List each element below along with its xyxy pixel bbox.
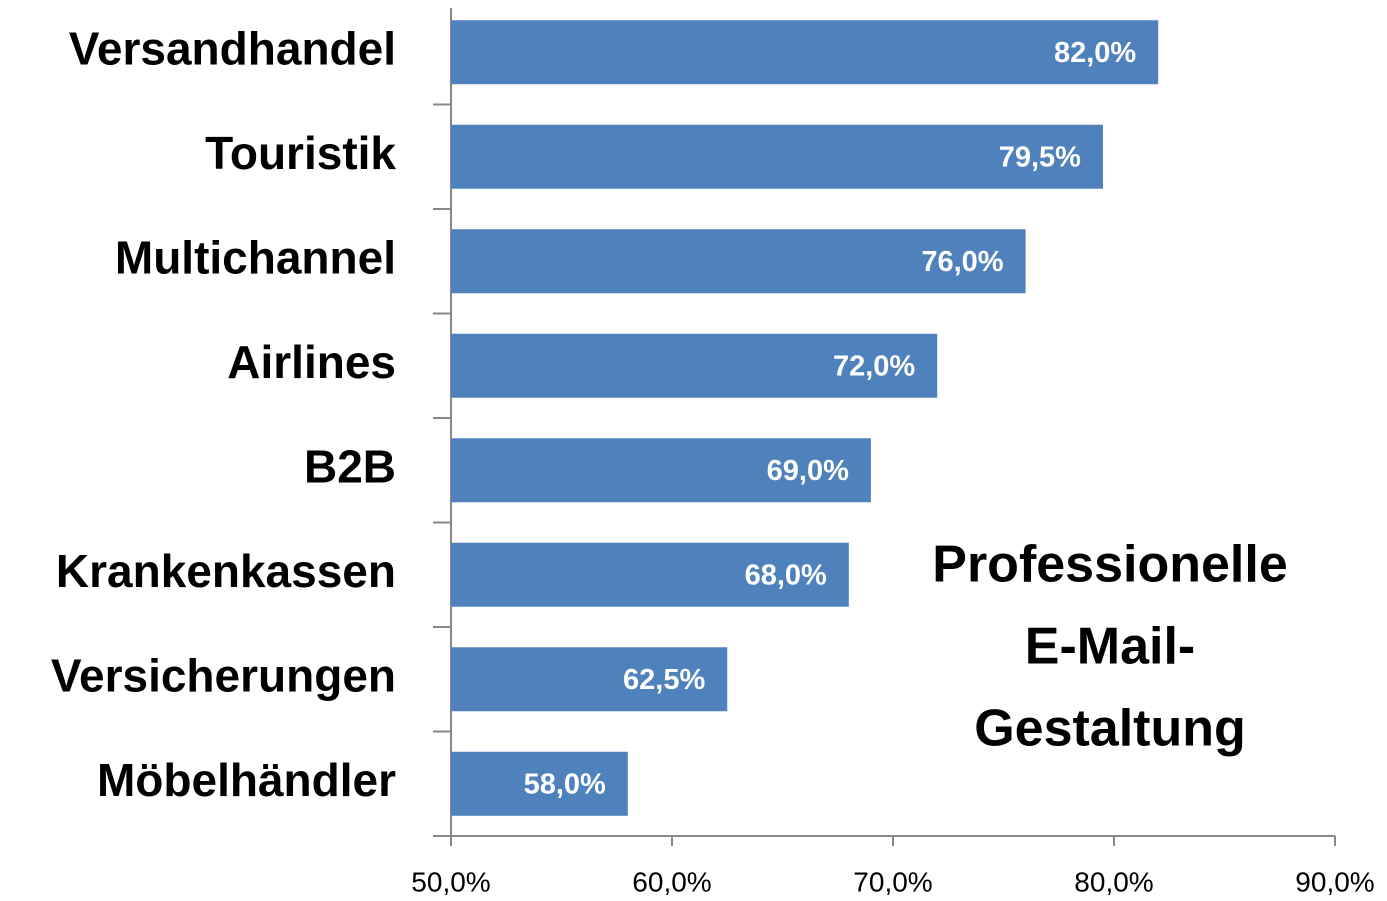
category-label: Multichannel bbox=[115, 231, 396, 283]
bar bbox=[451, 438, 871, 503]
value-label: 68,0% bbox=[745, 559, 827, 591]
category-label: Krankenkassen bbox=[56, 545, 396, 597]
value-label: 69,0% bbox=[767, 455, 849, 487]
category-label: Versandhandel bbox=[69, 22, 396, 74]
category-label: Möbelhändler bbox=[97, 754, 396, 806]
annotation: E-Mail- bbox=[1025, 618, 1195, 676]
bar bbox=[451, 20, 1159, 85]
x-tick-label: 60,0% bbox=[632, 866, 711, 897]
bar bbox=[451, 647, 728, 712]
category-label: Versicherungen bbox=[51, 649, 396, 701]
bar bbox=[451, 751, 628, 816]
x-tick-label: 70,0% bbox=[853, 866, 932, 897]
category-label: Touristik bbox=[205, 127, 396, 179]
value-label: 58,0% bbox=[524, 768, 606, 800]
value-label: 72,0% bbox=[833, 350, 915, 382]
x-tick-label: 80,0% bbox=[1074, 866, 1153, 897]
bar bbox=[451, 542, 849, 607]
category-label: Airlines bbox=[227, 336, 396, 388]
value-label: 79,5% bbox=[999, 141, 1081, 173]
category-label: B2B bbox=[304, 440, 396, 492]
x-tick-label: 90,0% bbox=[1295, 866, 1374, 897]
x-tick-label: 50,0% bbox=[411, 866, 490, 897]
value-label: 82,0% bbox=[1054, 37, 1136, 69]
bar bbox=[451, 333, 938, 398]
value-label: 76,0% bbox=[921, 246, 1003, 278]
bar bbox=[451, 229, 1026, 294]
bar bbox=[451, 124, 1103, 189]
annotation: Professionelle bbox=[932, 536, 1287, 594]
annotation: Gestaltung bbox=[974, 700, 1246, 758]
value-label: 62,5% bbox=[623, 664, 705, 696]
